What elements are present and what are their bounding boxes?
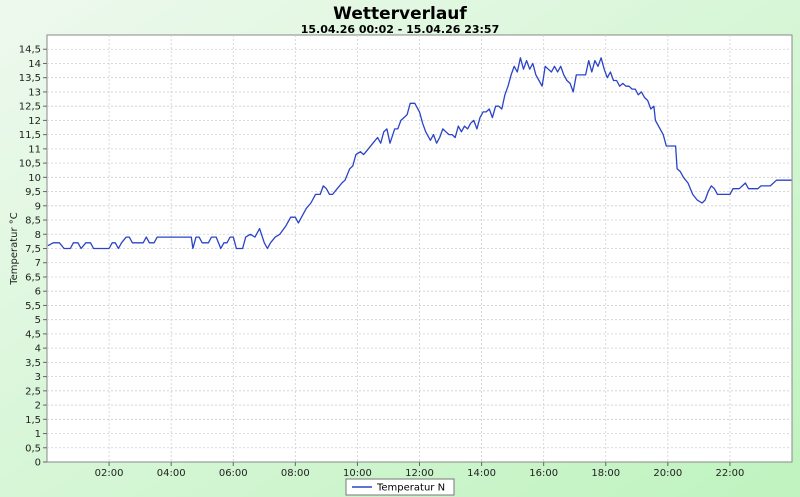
x-axis-ticks: 02:00 04:00 06:00 08:00 10:00 12:00 14:00 16:00… [95, 462, 745, 479]
y-tick-label: 2,5 [25, 386, 41, 397]
legend: Temperatur N [345, 478, 455, 496]
y-tick-label: 1,5 [25, 415, 41, 426]
x-tick-label: 16:00 [529, 468, 558, 479]
x-tick-label: 14:00 [467, 468, 496, 479]
y-tick-label: 5,5 [25, 301, 41, 312]
x-tick-label: 22:00 [716, 468, 745, 479]
y-tick-label: 3,5 [25, 358, 41, 369]
y-tick-label: 8 [35, 230, 41, 241]
y-tick-label: 13,5 [19, 73, 41, 84]
y-tick-label: 2 [35, 401, 41, 412]
y-tick-label: 12 [28, 116, 41, 127]
y-tick-label: 13 [28, 87, 41, 98]
y-tick-label: 6 [35, 287, 41, 298]
y-tick-label: 7 [35, 258, 41, 269]
y-tick-label: 12,5 [19, 102, 41, 113]
y-tick-label: 11,5 [19, 130, 41, 141]
x-tick-label: 06:00 [219, 468, 248, 479]
y-axis-ticks: 00,511,522,533,544,555,566,577,588,599,5… [19, 45, 47, 469]
chart-title: Wetterverlauf [333, 4, 467, 24]
y-tick-label: 0 [35, 458, 41, 469]
chart-subtitle: 15.04.26 00:02 - 15.04.26 23:57 [301, 23, 499, 36]
x-tick-label: 02:00 [95, 468, 124, 479]
x-tick-label: 10:00 [343, 468, 372, 479]
legend-label: Temperatur N [376, 483, 445, 494]
x-tick-label: 12:00 [405, 468, 434, 479]
y-tick-label: 14,5 [19, 45, 41, 56]
grid-lines [47, 35, 792, 462]
y-tick-label: 9 [35, 201, 41, 212]
y-tick-label: 6,5 [25, 272, 41, 283]
y-tick-label: 7,5 [25, 244, 41, 255]
y-tick-label: 9,5 [25, 187, 41, 198]
y-tick-label: 10 [28, 173, 41, 184]
y-tick-label: 10,5 [19, 159, 41, 170]
y-axis-label: Temperatur °C [9, 212, 20, 286]
y-tick-label: 8,5 [25, 216, 41, 227]
y-tick-label: 5 [35, 315, 41, 326]
legend-box [345, 478, 455, 496]
x-tick-label: 20:00 [653, 468, 682, 479]
x-tick-label: 18:00 [591, 468, 620, 479]
y-tick-label: 4 [35, 344, 41, 355]
x-tick-label: 08:00 [281, 468, 310, 479]
series-layer [47, 57, 792, 250]
y-tick-label: 14 [28, 59, 41, 70]
x-tick-label: 04:00 [157, 468, 186, 479]
y-tick-label: 0,5 [25, 443, 41, 454]
y-tick-label: 11 [28, 144, 41, 155]
series-line-temperatur-n [47, 57, 792, 250]
y-tick-label: 3 [35, 372, 41, 383]
y-tick-label: 1 [35, 429, 41, 440]
y-tick-label: 4,5 [25, 329, 41, 340]
